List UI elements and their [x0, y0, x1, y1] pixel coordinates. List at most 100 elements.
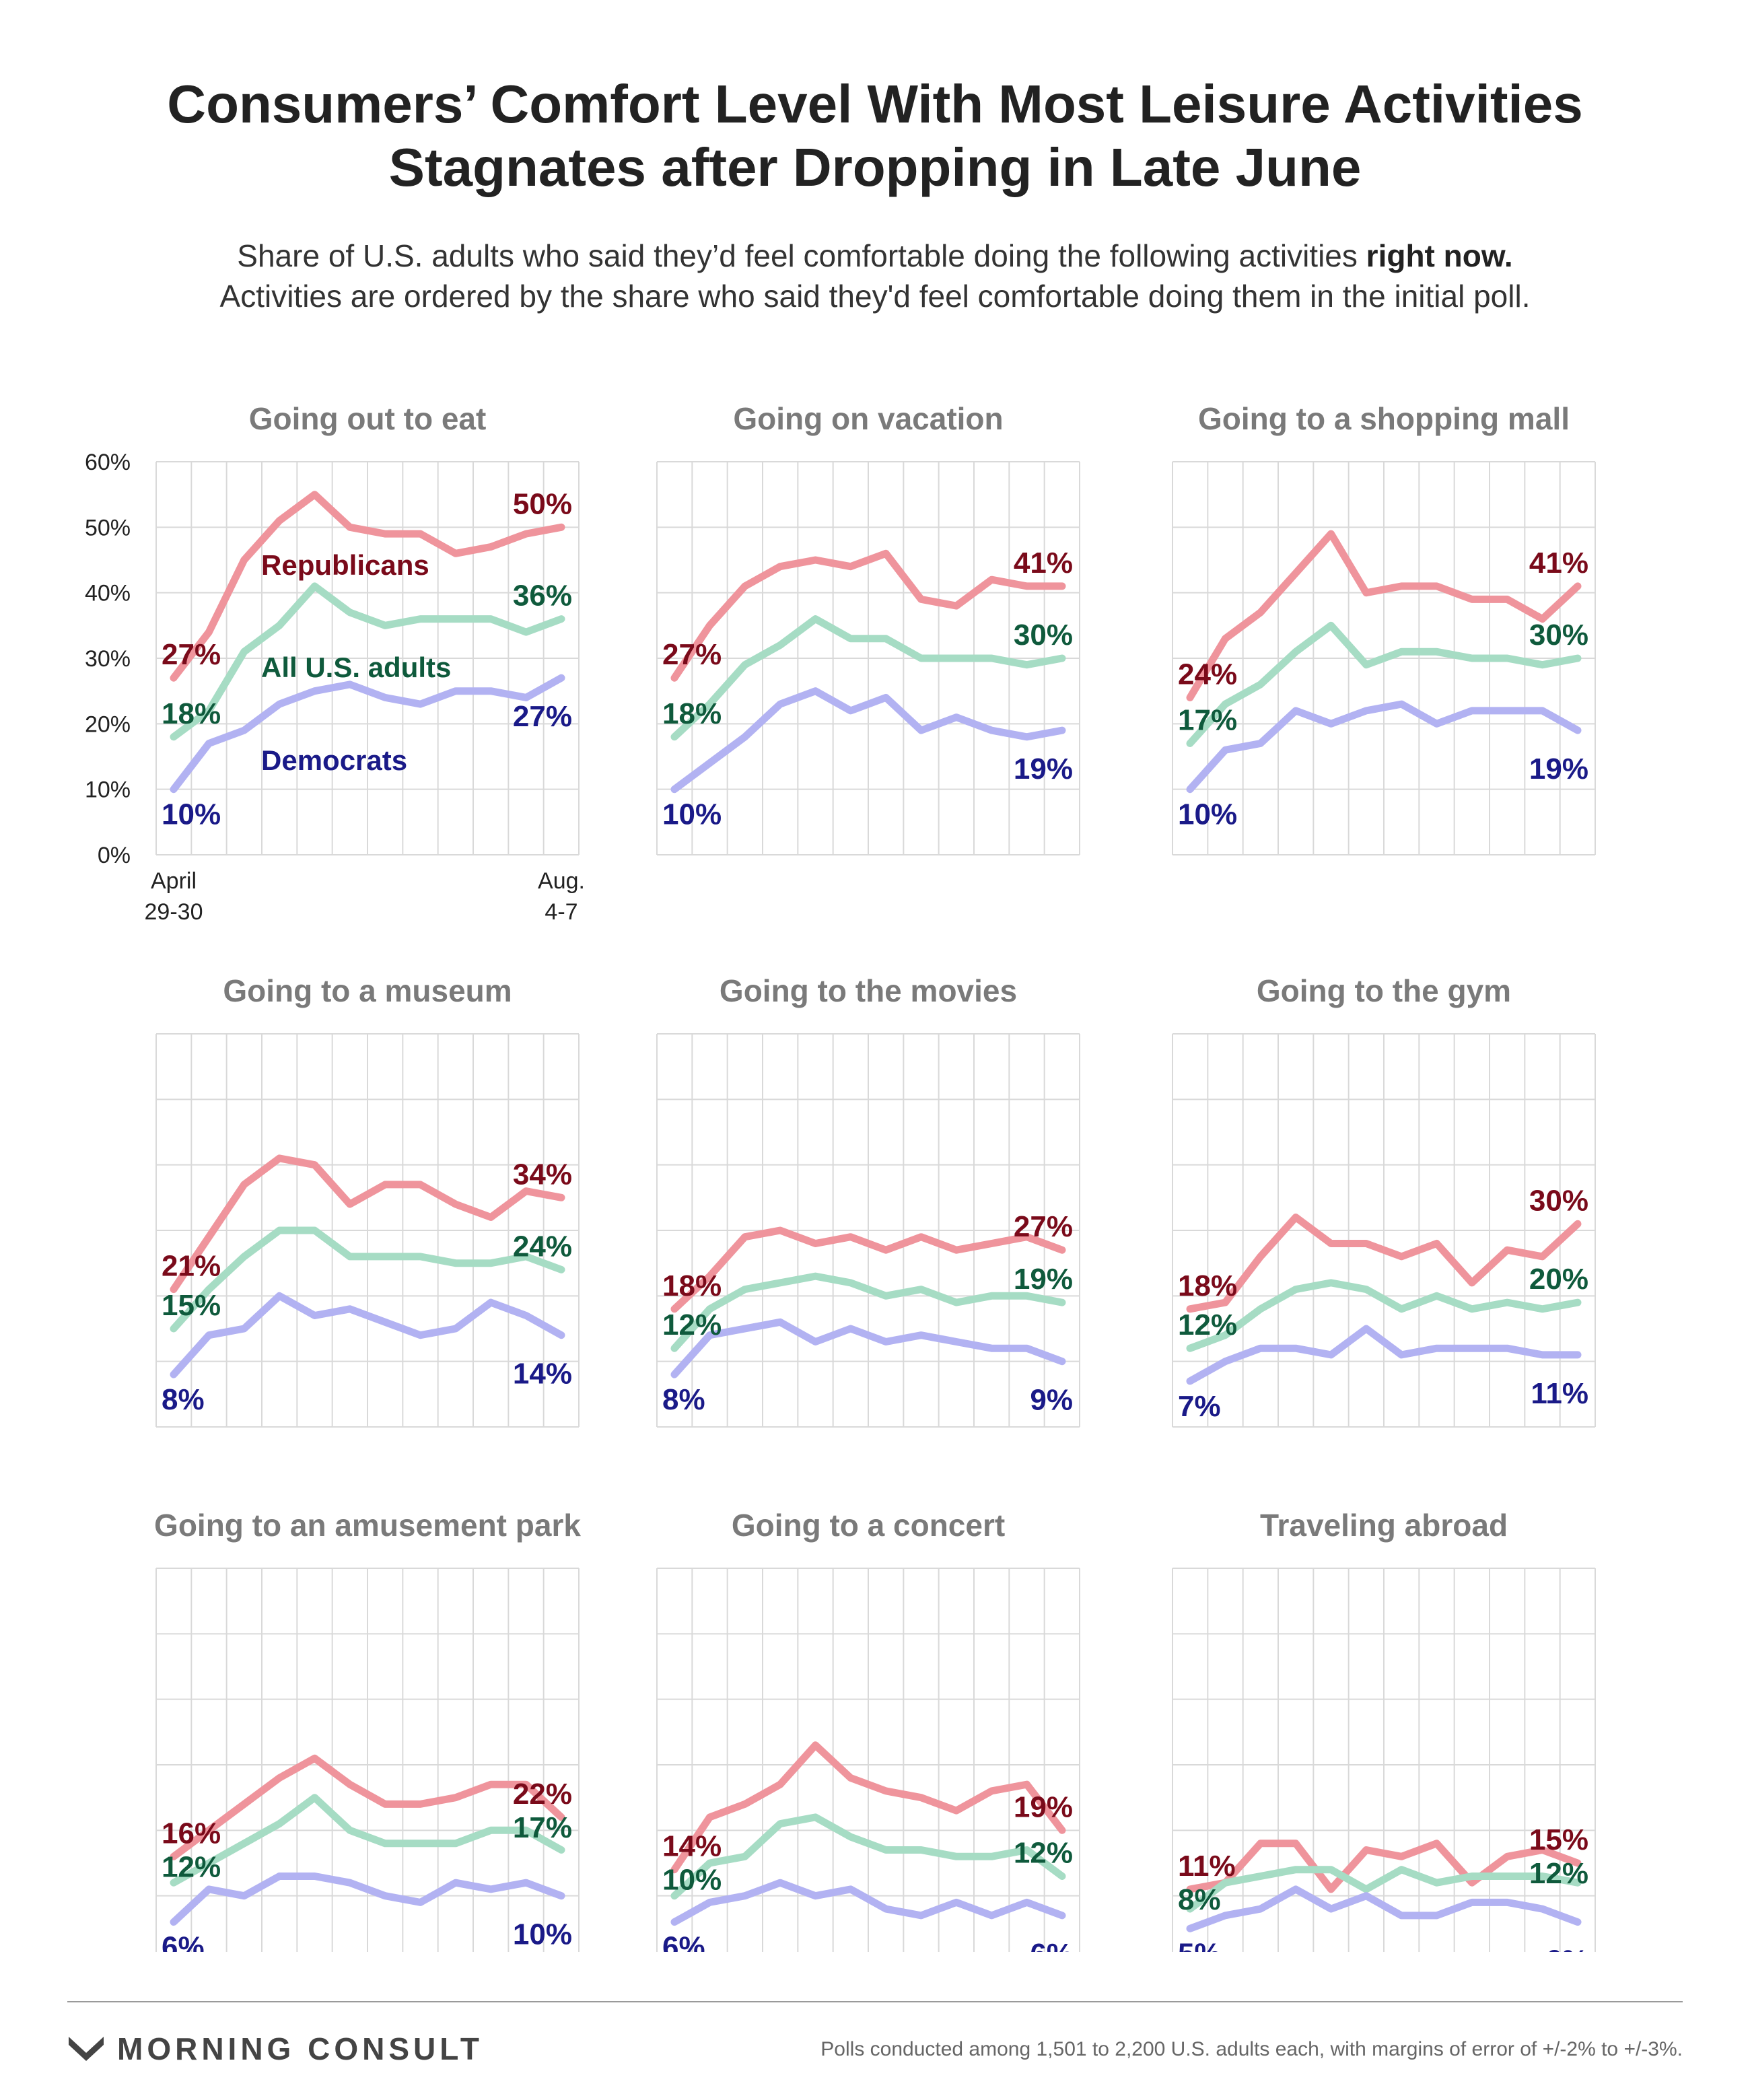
- data-label-end-all-adults: 17%: [513, 1811, 572, 1844]
- data-label-end-republicans: 15%: [1529, 1823, 1588, 1856]
- brand-name: MORNING CONSULT: [117, 2031, 484, 2066]
- data-label-start-democrats: 10%: [1178, 798, 1237, 831]
- data-label-start-all-adults: 12%: [162, 1850, 221, 1883]
- panel-title: Going to a shopping mall: [1198, 401, 1570, 436]
- panel-8: Going to a concert 14%10% 6% 19% 12% 6%: [656, 1508, 1080, 1952]
- chart-subtitle: Share of U.S. adults who said they’d fee…: [0, 236, 1750, 316]
- series-line-all-adults: [670, 615, 1066, 741]
- y-tick-label: 30%: [85, 646, 131, 672]
- series-line-republicans: [670, 1741, 1066, 1874]
- title-line-2: Stagnates after Dropping in Late June: [388, 137, 1362, 197]
- y-tick-label: 50%: [85, 515, 131, 540]
- data-label-start-democrats: 6%: [662, 1931, 705, 1952]
- subtitle-line-1: Share of U.S. adults who said they’d fee…: [237, 238, 1366, 273]
- data-label-start-all-adults: 17%: [1178, 704, 1237, 737]
- title-line-1: Consumers’ Comfort Level With Most Leisu…: [167, 74, 1583, 134]
- data-label-start-democrats: 8%: [662, 1383, 705, 1416]
- data-label-end-all-adults: 24%: [513, 1230, 572, 1263]
- series-line-democrats: [1186, 1325, 1582, 1385]
- data-label-end-republicans: 50%: [513, 487, 572, 520]
- data-label-end-democrats: 11%: [1531, 1377, 1588, 1410]
- data-label-start-republicans: 21%: [162, 1250, 221, 1283]
- data-label-start-all-adults: 8%: [1178, 1883, 1221, 1916]
- data-label-start-republicans: 11%: [1178, 1850, 1236, 1883]
- grid: [1172, 1033, 1596, 1428]
- data-label-end-republicans: 27%: [1014, 1210, 1073, 1243]
- x-tick-label-start: April: [151, 868, 197, 894]
- series-name-label-all-adults: All U.S. adults: [261, 652, 451, 683]
- series-line-democrats: [1186, 1885, 1582, 1932]
- panel-6: Going to the gym 18% 12% 7% 30% 20% 11%: [1172, 973, 1596, 1428]
- series-line-republicans: [170, 1754, 565, 1860]
- data-label-start-republicans: 27%: [662, 638, 722, 671]
- panel-9: Traveling abroad 11%8% 5% 15%12% 6%: [1172, 1508, 1596, 1952]
- data-label-end-democrats: 10%: [513, 1918, 572, 1951]
- y-tick-label: 20%: [85, 711, 131, 737]
- series-line-all-adults: [170, 582, 565, 741]
- panel-7: Going to an amusement park 16%12% 6% 22%17%…: [154, 1508, 581, 1952]
- series-line-all-adults: [1186, 621, 1582, 747]
- morning-consult-logo-icon: [69, 2037, 104, 2061]
- series-line-democrats: [170, 1292, 565, 1378]
- subtitle-line-2: Activities are ordered by the share who …: [219, 279, 1531, 314]
- panel-title: Going out to eat: [249, 401, 487, 436]
- data-label-start-democrats: 10%: [162, 798, 221, 831]
- data-label-end-republicans: 19%: [1014, 1790, 1073, 1823]
- data-label-start-all-adults: 12%: [1178, 1308, 1237, 1341]
- series-line-republicans: [670, 1226, 1066, 1313]
- series-line-democrats: [170, 674, 565, 794]
- series-name-label-democrats: Democrats: [261, 744, 407, 776]
- panel-title: Going on vacation: [733, 401, 1003, 436]
- data-label-end-democrats: 19%: [1529, 753, 1588, 785]
- grid: [155, 1033, 580, 1428]
- series-line-all-adults: [170, 1226, 565, 1333]
- grid: [656, 461, 1080, 855]
- subtitle-emphasis: right now.: [1366, 238, 1513, 273]
- footer-divider: [67, 2001, 1683, 2002]
- data-label-start-republicans: 24%: [1178, 658, 1237, 691]
- methodology-note: Polls conducted among 1,501 to 2,200 U.S…: [820, 2038, 1683, 2060]
- series-line-democrats: [170, 1873, 565, 1926]
- series-name-label-republicans: Republicans: [261, 549, 429, 581]
- panel-title: Going to the gym: [1257, 973, 1511, 1008]
- data-label-end-all-adults: 30%: [1014, 619, 1073, 652]
- series-line-republicans: [1186, 1214, 1582, 1313]
- data-label-start-all-adults: 18%: [162, 697, 221, 730]
- data-label-end-democrats: 6%: [1545, 1945, 1588, 1952]
- data-label-start-all-adults: 10%: [662, 1864, 722, 1897]
- y-tick-label: 10%: [85, 777, 131, 803]
- panel-1: Going out to eat 0% 10% 20% 30% 40% 50% 60% Apri…: [85, 401, 585, 925]
- panel-4: Going to a museum 21% 15% 8% 34% 24% 14%: [155, 973, 580, 1428]
- series-line-all-adults: [670, 1813, 1066, 1900]
- series-line-republicans: [170, 491, 565, 682]
- data-label-end-all-adults: 12%: [1529, 1857, 1588, 1890]
- panel-5: Going to the movies 18% 12% 8% 27% 19% 9%: [656, 973, 1080, 1428]
- data-label-end-all-adults: 30%: [1529, 619, 1588, 652]
- data-label-end-democrats: 19%: [1014, 753, 1073, 785]
- y-tick-label: 0%: [98, 843, 131, 868]
- data-label-start-republicans: 16%: [162, 1817, 221, 1850]
- panel-2: Going on vacation 27% 18% 10% 41% 30% 19%: [656, 401, 1080, 855]
- data-label-start-democrats: 10%: [662, 798, 722, 831]
- data-label-end-all-adults: 19%: [1014, 1263, 1073, 1296]
- series-line-democrats: [1186, 700, 1582, 794]
- series-line-republicans: [170, 1154, 565, 1294]
- data-label-start-all-adults: 12%: [662, 1308, 722, 1341]
- data-label-end-republicans: 34%: [513, 1158, 572, 1191]
- data-label-end-all-adults: 12%: [1014, 1836, 1073, 1869]
- x-tick-label-start: 29-30: [145, 899, 203, 925]
- x-tick-label-end: 4-7: [545, 899, 578, 925]
- data-label-start-democrats: 5%: [1178, 1937, 1221, 1952]
- grid: [1172, 1568, 1596, 1952]
- y-tick-label: 60%: [85, 450, 131, 475]
- grid: [155, 1568, 580, 1952]
- series-line-all-adults: [1186, 1279, 1582, 1352]
- series-line-republicans: [670, 549, 1066, 682]
- data-label-end-all-adults: 36%: [513, 580, 572, 612]
- brand-logo: MORNING CONSULT: [67, 2029, 483, 2069]
- data-label-end-democrats: 9%: [1030, 1384, 1073, 1417]
- series-line-all-adults: [170, 1794, 565, 1887]
- series-line-republicans: [1186, 530, 1582, 701]
- small-multiples-charts: Going out to eat 0% 10% 20% 30% 40% 50% 60% Apri…: [85, 401, 1596, 1952]
- panel-title: Going to the movies: [720, 973, 1017, 1008]
